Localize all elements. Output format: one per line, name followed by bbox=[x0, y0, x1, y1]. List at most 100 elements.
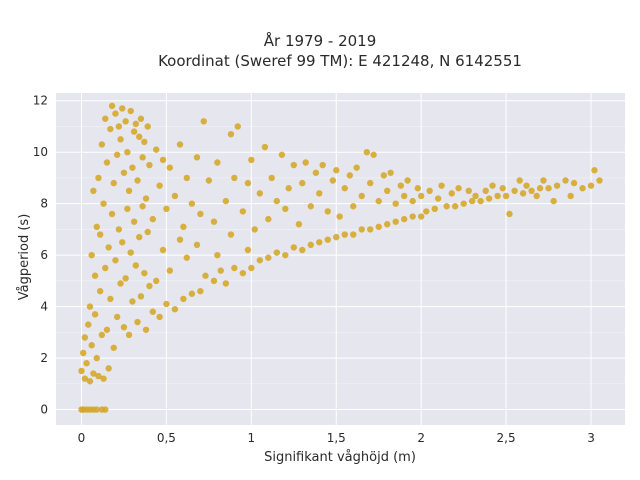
x-tick-label: 2,5 bbox=[497, 431, 516, 445]
data-point bbox=[384, 187, 391, 194]
x-tick-label: 3 bbox=[587, 431, 595, 445]
data-point bbox=[78, 367, 85, 375]
data-point bbox=[112, 257, 119, 264]
y-tick-label: 2 bbox=[40, 351, 48, 365]
data-point bbox=[506, 210, 513, 218]
data-point bbox=[502, 192, 510, 200]
data-point bbox=[516, 177, 523, 184]
data-point bbox=[95, 174, 102, 182]
data-point bbox=[290, 161, 297, 169]
data-point bbox=[387, 169, 394, 176]
data-point bbox=[153, 146, 160, 153]
data-point bbox=[222, 197, 230, 205]
data-point bbox=[384, 221, 391, 228]
data-point bbox=[102, 264, 109, 272]
data-point bbox=[570, 179, 578, 187]
data-point bbox=[141, 138, 148, 146]
data-point bbox=[166, 164, 173, 171]
data-point bbox=[102, 406, 109, 413]
data-point bbox=[100, 200, 107, 207]
data-point bbox=[417, 192, 425, 200]
data-point bbox=[129, 298, 136, 305]
data-point bbox=[448, 190, 455, 197]
data-point bbox=[472, 192, 479, 200]
data-point bbox=[268, 174, 275, 182]
data-point bbox=[144, 228, 151, 236]
data-point bbox=[273, 197, 281, 205]
data-point bbox=[499, 185, 506, 192]
data-point bbox=[333, 233, 340, 241]
data-point bbox=[400, 215, 408, 223]
data-point bbox=[81, 334, 89, 341]
data-point bbox=[316, 239, 323, 246]
data-point bbox=[550, 197, 557, 205]
data-point bbox=[341, 185, 348, 192]
data-point bbox=[528, 187, 535, 194]
data-point bbox=[115, 123, 123, 130]
data-point bbox=[434, 195, 442, 202]
data-point bbox=[91, 272, 99, 279]
data-point bbox=[312, 169, 320, 176]
data-point bbox=[519, 190, 527, 197]
data-point bbox=[81, 375, 89, 382]
data-point bbox=[188, 290, 196, 297]
data-point bbox=[79, 349, 87, 357]
data-point bbox=[95, 372, 102, 380]
data-point bbox=[180, 295, 187, 303]
x-axis-title: Signifikant våghöjd (m) bbox=[264, 450, 416, 465]
data-point bbox=[159, 246, 167, 254]
data-point bbox=[273, 249, 281, 256]
data-point bbox=[130, 128, 138, 135]
data-point bbox=[367, 226, 374, 233]
data-point bbox=[153, 277, 160, 285]
data-point bbox=[197, 287, 204, 295]
data-point bbox=[251, 226, 258, 233]
data-point bbox=[149, 308, 157, 315]
data-point bbox=[562, 177, 569, 184]
data-point bbox=[443, 203, 450, 210]
data-point bbox=[494, 192, 501, 200]
data-point bbox=[392, 218, 399, 225]
data-point bbox=[122, 118, 129, 125]
data-point bbox=[108, 210, 116, 218]
data-point bbox=[579, 185, 586, 192]
data-point bbox=[136, 133, 143, 140]
data-point bbox=[88, 251, 95, 259]
data-point bbox=[350, 231, 357, 238]
data-point bbox=[460, 200, 467, 207]
data-point bbox=[363, 148, 371, 156]
data-point bbox=[96, 231, 104, 238]
data-point bbox=[239, 269, 247, 277]
data-point bbox=[265, 254, 272, 261]
grid-lines bbox=[56, 93, 625, 425]
data-point bbox=[370, 151, 377, 158]
data-point bbox=[423, 208, 430, 215]
data-point bbox=[127, 249, 134, 256]
data-point bbox=[400, 192, 408, 200]
data-point bbox=[591, 167, 598, 174]
y-tick-label: 4 bbox=[40, 300, 48, 314]
data-point bbox=[358, 226, 365, 233]
x-tick-label: 0 bbox=[78, 431, 86, 445]
data-point bbox=[231, 174, 238, 182]
data-point bbox=[197, 210, 204, 218]
y-tick-labels: 0 2 4 6 8 10 12 bbox=[33, 94, 48, 417]
y-tick-label: 6 bbox=[40, 248, 48, 262]
data-point bbox=[183, 174, 190, 182]
data-point bbox=[477, 197, 484, 205]
x-tick-labels: 0 0,5 1 1,5 2 2,5 3 bbox=[78, 431, 595, 445]
data-point bbox=[545, 185, 552, 192]
data-point bbox=[110, 344, 117, 351]
data-point bbox=[98, 331, 106, 339]
data-point bbox=[141, 269, 148, 277]
y-tick-label: 0 bbox=[40, 403, 48, 417]
data-point bbox=[93, 223, 100, 231]
data-point bbox=[278, 151, 286, 158]
data-point bbox=[409, 213, 416, 220]
data-point bbox=[112, 110, 119, 117]
data-point bbox=[353, 164, 360, 171]
x-tick-label: 0,5 bbox=[157, 431, 176, 445]
data-point bbox=[134, 177, 141, 184]
data-point bbox=[346, 172, 354, 179]
